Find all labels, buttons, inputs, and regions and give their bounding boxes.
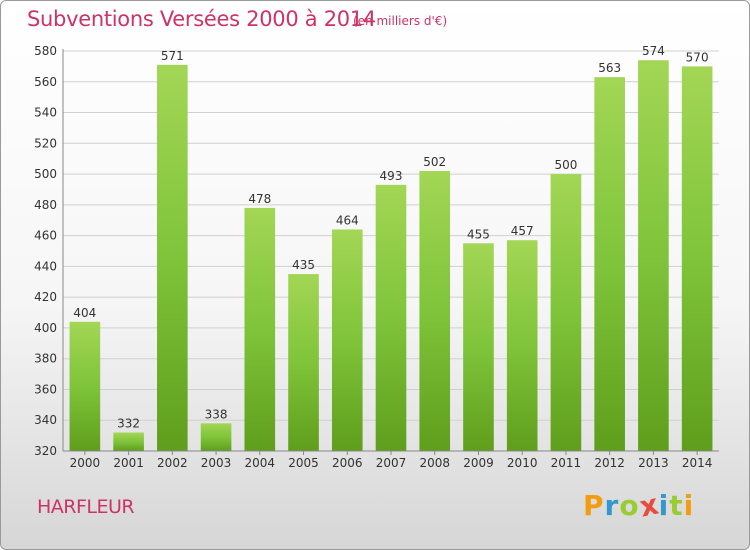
data-label: 500 <box>554 158 577 172</box>
data-label: 478 <box>248 192 271 206</box>
data-label: 435 <box>292 258 315 272</box>
y-tick-label: 440 <box>34 259 57 273</box>
data-label: 464 <box>336 213 359 227</box>
x-tick-label: 2011 <box>551 456 582 470</box>
x-tick-label: 2000 <box>70 456 101 470</box>
x-tick-label: 2001 <box>113 456 144 470</box>
data-label: 570 <box>686 50 709 64</box>
x-tick-label: 2010 <box>507 456 538 470</box>
data-label: 571 <box>161 49 184 63</box>
data-label: 457 <box>511 224 534 238</box>
x-tick-label: 2002 <box>157 456 188 470</box>
data-label: 493 <box>380 169 403 183</box>
logo-letter: P <box>583 489 605 522</box>
y-tick-label: 580 <box>34 44 57 58</box>
bar <box>244 207 276 451</box>
y-tick-label: 420 <box>34 290 57 304</box>
bar <box>638 60 669 451</box>
y-tick-label: 340 <box>34 413 57 427</box>
bar <box>200 423 232 451</box>
y-tick-label: 520 <box>34 136 57 150</box>
y-tick-label: 360 <box>34 382 57 396</box>
commune-name: HARFLEUR <box>37 496 135 518</box>
x-tick-label: 2007 <box>376 456 407 470</box>
x-tick-label: 2013 <box>638 456 669 470</box>
logo-letter: t <box>669 489 684 522</box>
bar <box>681 66 713 451</box>
x-tick-label: 2004 <box>245 456 276 470</box>
bar <box>375 184 407 451</box>
data-label: 574 <box>642 44 665 58</box>
data-label: 502 <box>423 155 446 169</box>
proxiti-logo: Proxiti <box>583 487 695 523</box>
x-tick-label: 2005 <box>288 456 319 470</box>
chart-subtitle: (en milliers d'€) <box>353 14 448 28</box>
y-tick-label: 560 <box>34 75 57 89</box>
y-tick-label: 480 <box>34 198 57 212</box>
bar <box>594 77 625 452</box>
x-tick-label: 2008 <box>419 456 450 470</box>
bar <box>550 174 582 452</box>
y-tick-label: 460 <box>34 229 57 243</box>
bar <box>331 229 363 451</box>
data-label: 455 <box>467 227 490 241</box>
bar <box>463 243 494 451</box>
chart-title: Subventions Versées 2000 à 2014 <box>27 7 376 31</box>
data-label: 332 <box>117 417 140 431</box>
bar <box>506 240 538 451</box>
bar <box>288 274 319 451</box>
x-tick-label: 2006 <box>332 456 363 470</box>
x-tick-label: 2009 <box>463 456 494 470</box>
y-tick-label: 380 <box>34 352 57 366</box>
y-tick-label: 540 <box>34 106 57 120</box>
data-label: 563 <box>598 61 621 75</box>
bar <box>113 432 144 451</box>
x-tick-label: 2012 <box>594 456 625 470</box>
logo-letter: i <box>658 489 670 522</box>
logo-letter: i <box>683 489 695 522</box>
bar <box>69 321 101 451</box>
y-tick-label: 400 <box>34 321 57 335</box>
bar <box>157 64 188 451</box>
bar <box>419 171 451 451</box>
x-tick-label: 2003 <box>201 456 232 470</box>
x-tick-label: 2014 <box>682 456 713 470</box>
logo-letter: o <box>619 489 640 522</box>
y-tick-label: 500 <box>34 167 57 181</box>
logo-letter: r <box>604 489 620 522</box>
data-label: 338 <box>205 407 228 421</box>
data-label: 404 <box>73 306 96 320</box>
y-tick-label: 320 <box>34 444 57 458</box>
